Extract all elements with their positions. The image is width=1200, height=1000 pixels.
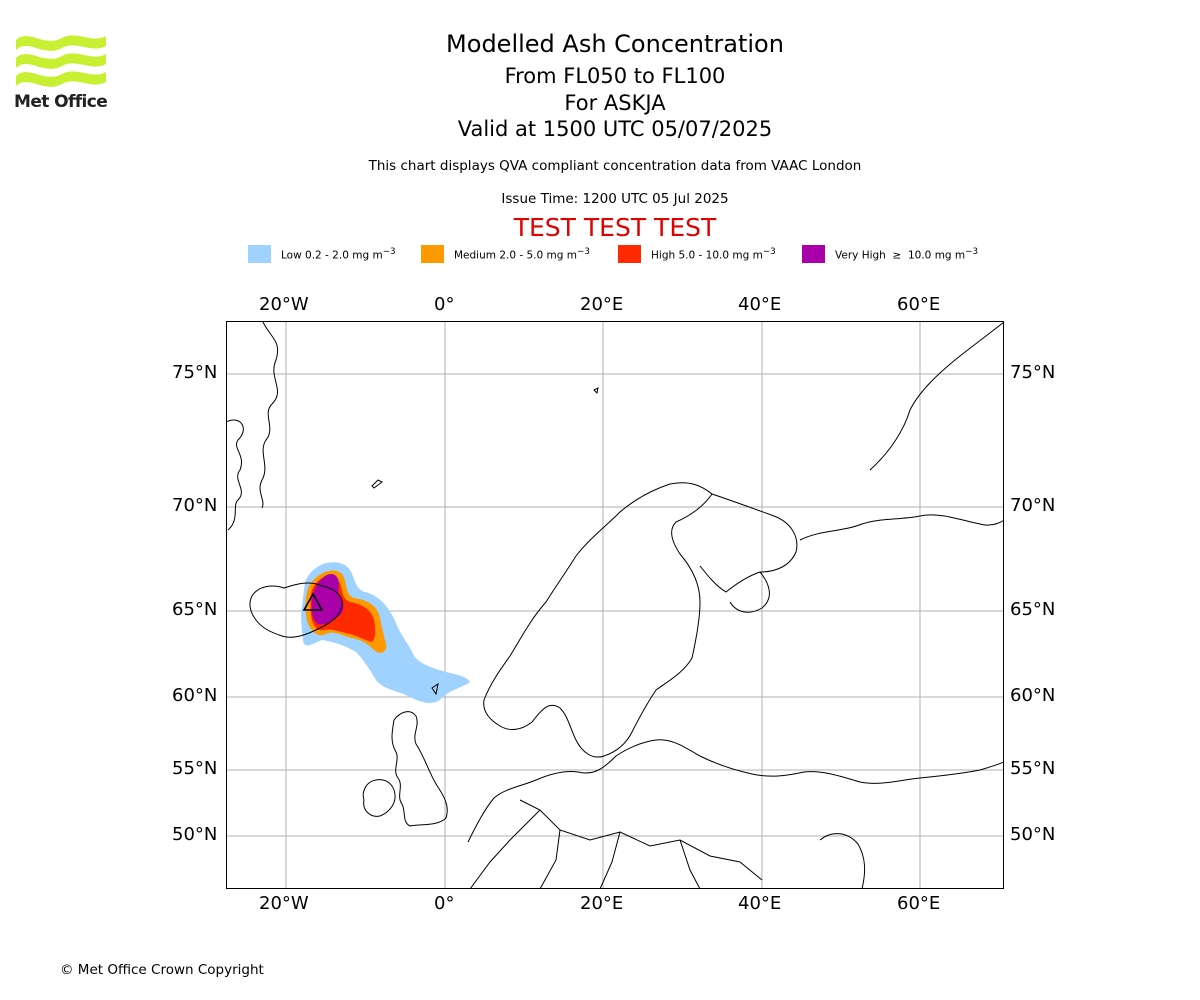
lon-label-bottom-40e: 40°E (738, 893, 782, 914)
legend-label-very-high: Very High ≥ 10.0 mg m−3 (835, 246, 979, 262)
legend-swatch-very-high (802, 245, 825, 263)
lat-label-right-70n: 70°N (1010, 495, 1056, 516)
valid-time: Valid at 1500 UTC 05/07/2025 (457, 117, 773, 141)
lat-label-right-65n: 65°N (1010, 599, 1056, 620)
legend-label-high: High 5.0 - 10.0 mg m−3 (651, 246, 776, 262)
issue-time: Issue Time: 1200 UTC 05 Jul 2025 (501, 191, 729, 207)
russia-arctic-coast (799, 321, 1004, 541)
map-area (226, 321, 1004, 889)
lon-label-top-0: 0° (434, 294, 455, 315)
lat-label-left-50n: 50°N (172, 824, 218, 845)
qva-note: This chart displays QVA compliant concen… (368, 158, 862, 174)
europe-coast (467, 739, 1004, 843)
great-britain-coast (391, 711, 448, 827)
legend-swatch-high (618, 245, 641, 263)
lat-label-left-65n: 65°N (172, 599, 218, 620)
caspian-coast (819, 833, 866, 889)
legend-label-low: Low 0.2 - 2.0 mg m−3 (281, 246, 396, 262)
legend-swatch-low (248, 245, 271, 263)
copyright-notice: © Met Office Crown Copyright (60, 962, 264, 978)
lon-label-bottom-20w: 20°W (259, 893, 309, 914)
lon-label-top-40e: 40°E (738, 294, 782, 315)
legend-item-very-high: Very High ≥ 10.0 mg m−3 (802, 244, 978, 264)
lon-label-bottom-0: 0° (434, 893, 455, 914)
legend-item-high: High 5.0 - 10.0 mg m−3 (618, 244, 776, 264)
lon-label-top-20e: 20°E (580, 294, 624, 315)
logo-text: Met Office (14, 92, 108, 112)
wave-logo-icon (16, 35, 106, 87)
coastlines (226, 321, 1004, 889)
map-svg (226, 321, 1004, 889)
greenland-coast (226, 321, 278, 531)
lat-label-right-50n: 50°N (1010, 824, 1056, 845)
test-banner: TEST TEST TEST (513, 213, 717, 242)
legend-item-low: Low 0.2 - 2.0 mg m−3 (248, 244, 396, 264)
ireland-coast (362, 779, 396, 817)
lat-label-right-60n: 60°N (1010, 685, 1056, 706)
legend-label-medium: Medium 2.0 - 5.0 mg m−3 (454, 246, 590, 262)
kola-coast (699, 493, 798, 613)
ash-very-high (311, 573, 344, 625)
lon-label-bottom-20e: 20°E (580, 893, 624, 914)
lat-label-right-55n: 55°N (1010, 758, 1056, 779)
scandinavia-coast (483, 482, 713, 758)
met-office-logo (16, 35, 106, 87)
svalbard-coast (593, 387, 599, 395)
flight-level-range: From FL050 to FL100 (504, 64, 726, 88)
lon-label-top-20w: 20°W (259, 294, 309, 315)
volcano-triangle-icon (302, 592, 324, 611)
lat-label-left-55n: 55°N (172, 758, 218, 779)
lat-label-left-60n: 60°N (172, 685, 218, 706)
legend-swatch-medium (421, 245, 444, 263)
volcano-name: For ASKJA (564, 91, 666, 115)
continental-borders (469, 799, 763, 889)
lon-label-bottom-60e: 60°E (897, 893, 941, 914)
legend-item-medium: Medium 2.0 - 5.0 mg m−3 (421, 244, 590, 264)
lon-label-top-60e: 60°E (897, 294, 941, 315)
iceland-coast (249, 582, 343, 638)
lat-label-left-70n: 70°N (172, 495, 218, 516)
jan-mayen-coast (371, 479, 383, 489)
lat-label-left-75n: 75°N (172, 362, 218, 383)
lat-label-right-75n: 75°N (1010, 362, 1056, 383)
chart-title: Modelled Ash Concentration (446, 30, 784, 58)
faroes-coast (431, 682, 439, 696)
